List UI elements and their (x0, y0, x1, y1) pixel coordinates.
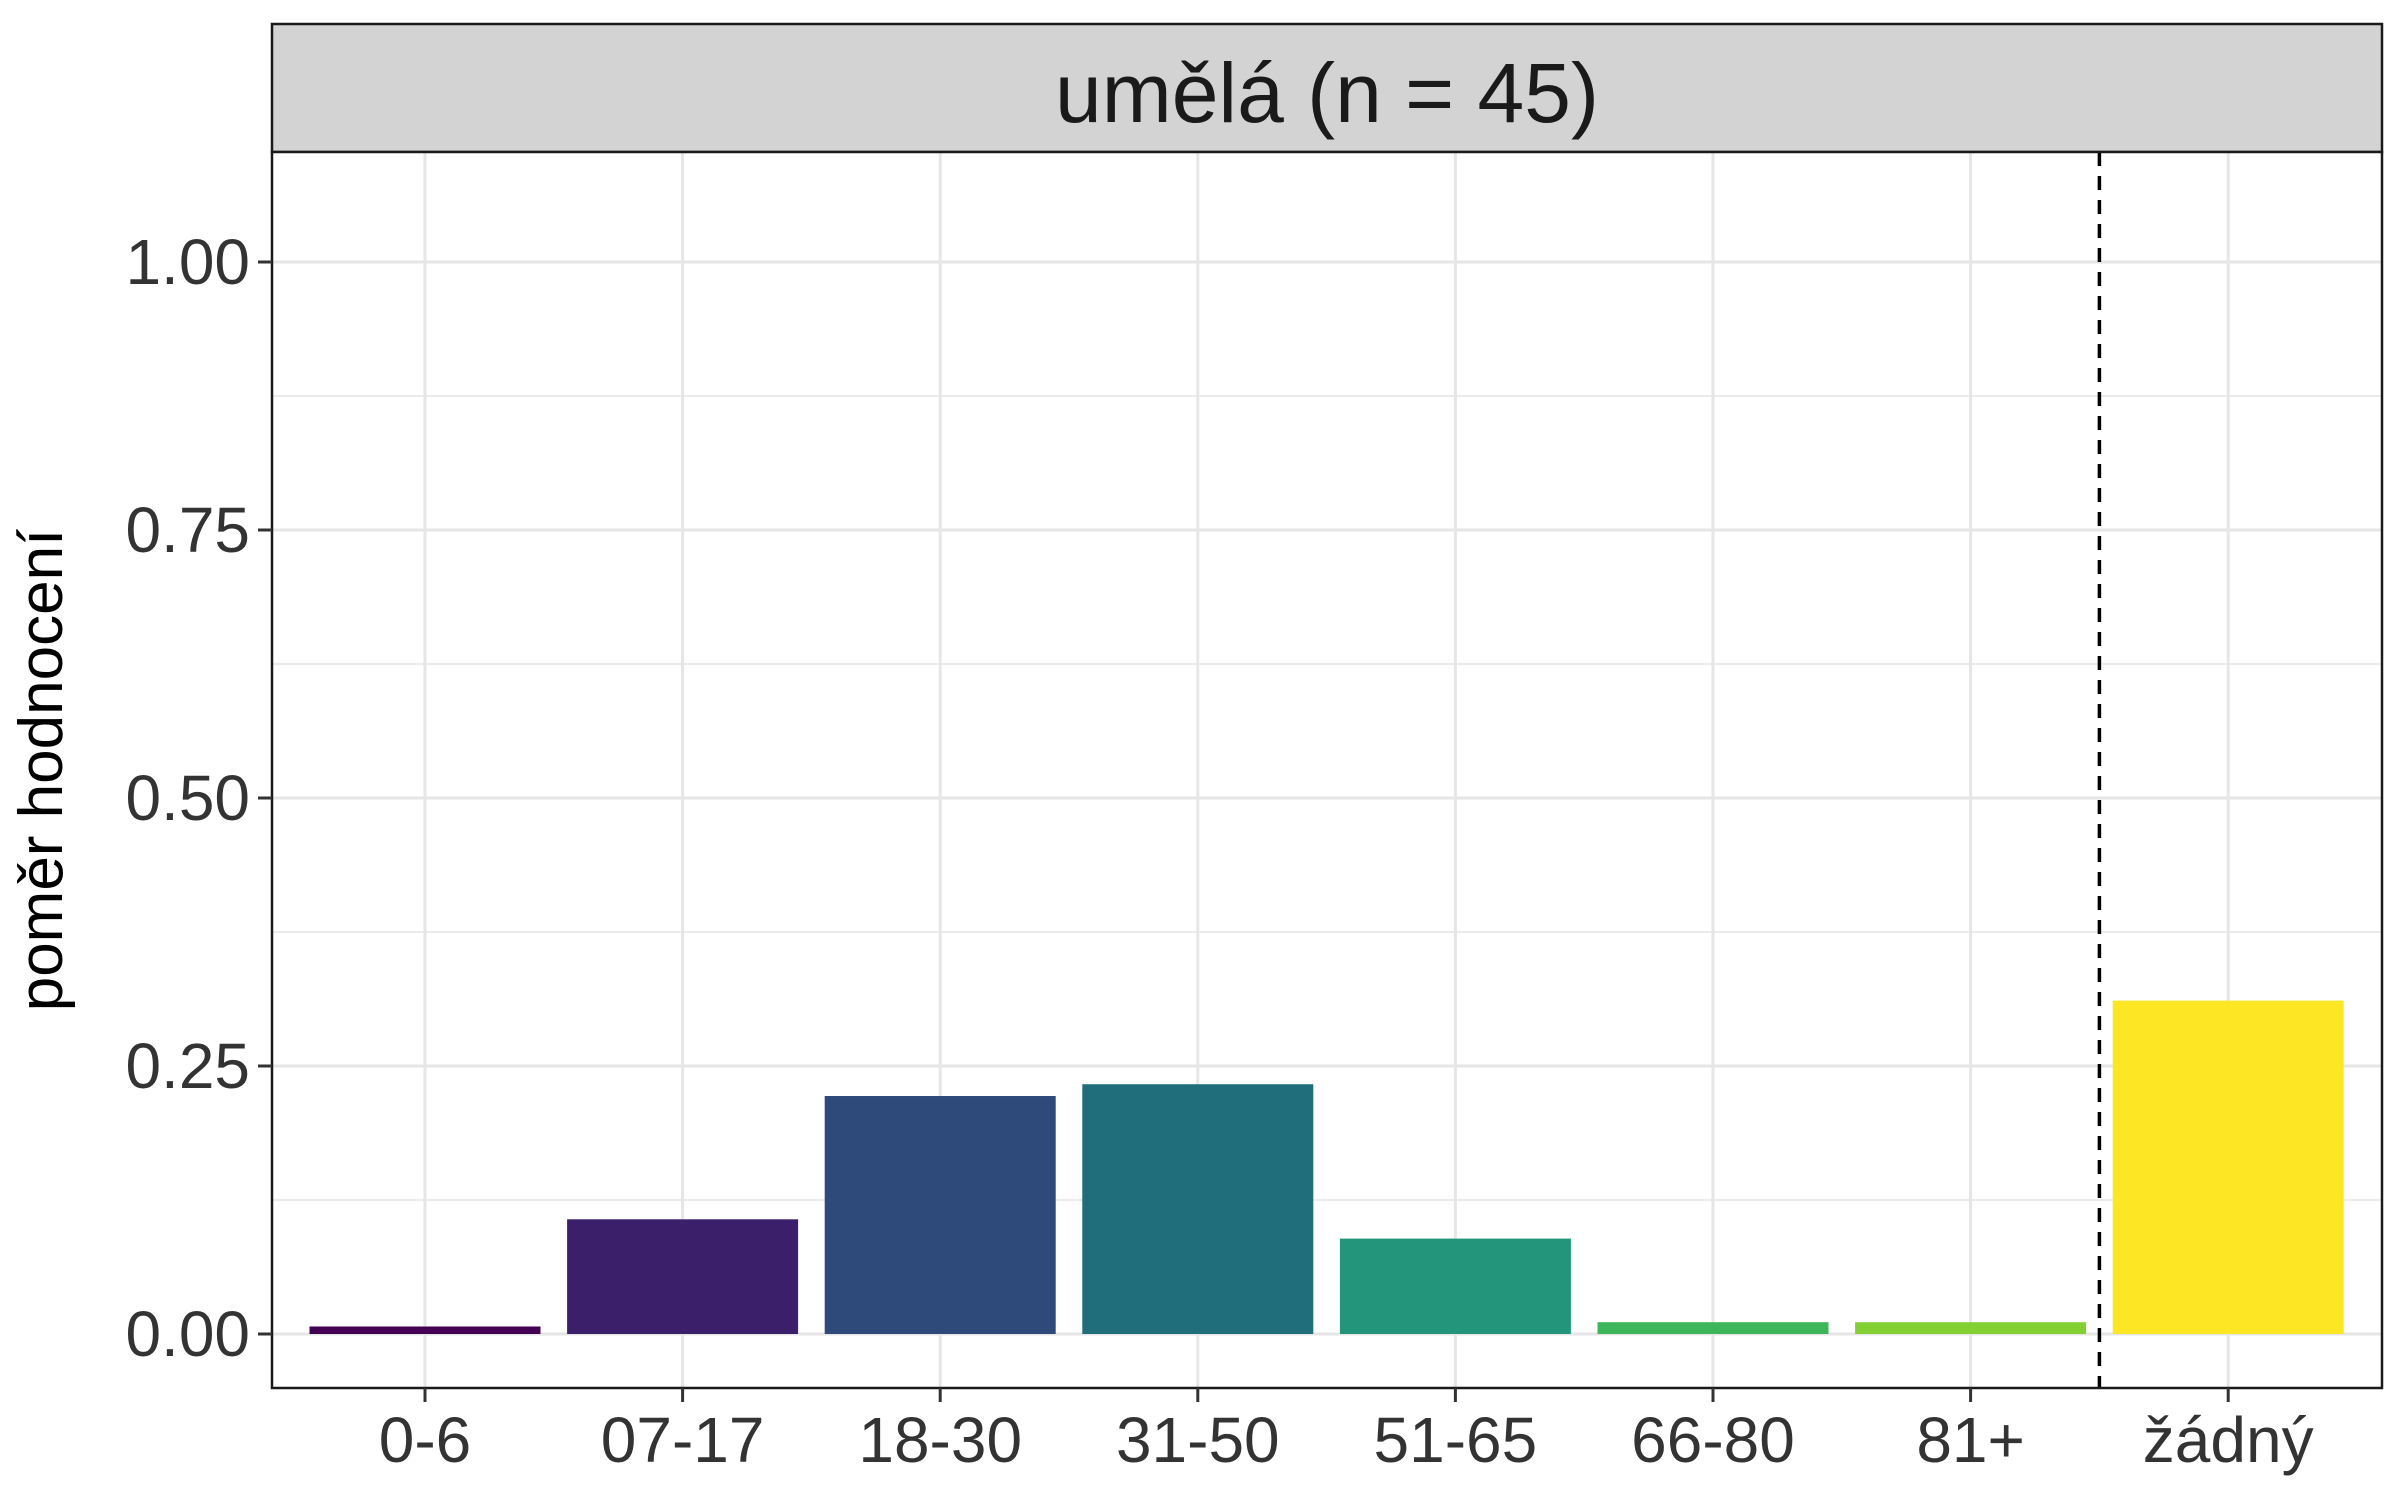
x-axis: 0-6 07-17 18-30 31-50 51-65 66-80 81+ žádný (379, 1388, 2314, 1476)
bar-07-17 (567, 1219, 799, 1334)
x-tick-label: 0-6 (379, 1404, 472, 1476)
x-tick-label: 51-65 (1374, 1404, 1538, 1476)
y-tick-label: 0.00 (125, 1298, 250, 1370)
y-axis: 0.00 0.25 0.50 0.75 1.00 (125, 226, 272, 1370)
bar-81+ (1855, 1322, 2087, 1334)
y-tick-label: 0.50 (125, 762, 250, 834)
bar-66-80 (1597, 1322, 1829, 1334)
x-tick-label: 81+ (1916, 1404, 2025, 1476)
bar-31-50 (1082, 1084, 1314, 1334)
x-tick-label: 07-17 (601, 1404, 765, 1476)
bar-žádný (2112, 1000, 2344, 1334)
bar-0-6 (309, 1326, 541, 1334)
y-tick-label: 0.75 (125, 494, 250, 566)
bar-51-65 (1339, 1238, 1571, 1334)
y-axis-label: poměr hodnocení (7, 529, 76, 1012)
y-tick-label: 1.00 (125, 226, 250, 298)
bars (309, 1000, 2344, 1334)
x-tick-label: 66-80 (1631, 1404, 1795, 1476)
facet-title: umělá (n = 45) (1055, 46, 1599, 140)
x-tick-label: žádný (2143, 1404, 2314, 1476)
y-tick-label: 0.25 (125, 1030, 250, 1102)
bar-18-30 (824, 1096, 1056, 1334)
plot-panel-border (270, 150, 2384, 1390)
x-tick-label: 31-50 (1116, 1404, 1280, 1476)
facet-strip (270, 22, 2384, 154)
x-tick-label: 18-30 (858, 1404, 1022, 1476)
major-gridlines (272, 152, 2382, 1388)
minor-gridlines (272, 395, 2382, 1201)
plot-panel (272, 152, 2382, 1388)
